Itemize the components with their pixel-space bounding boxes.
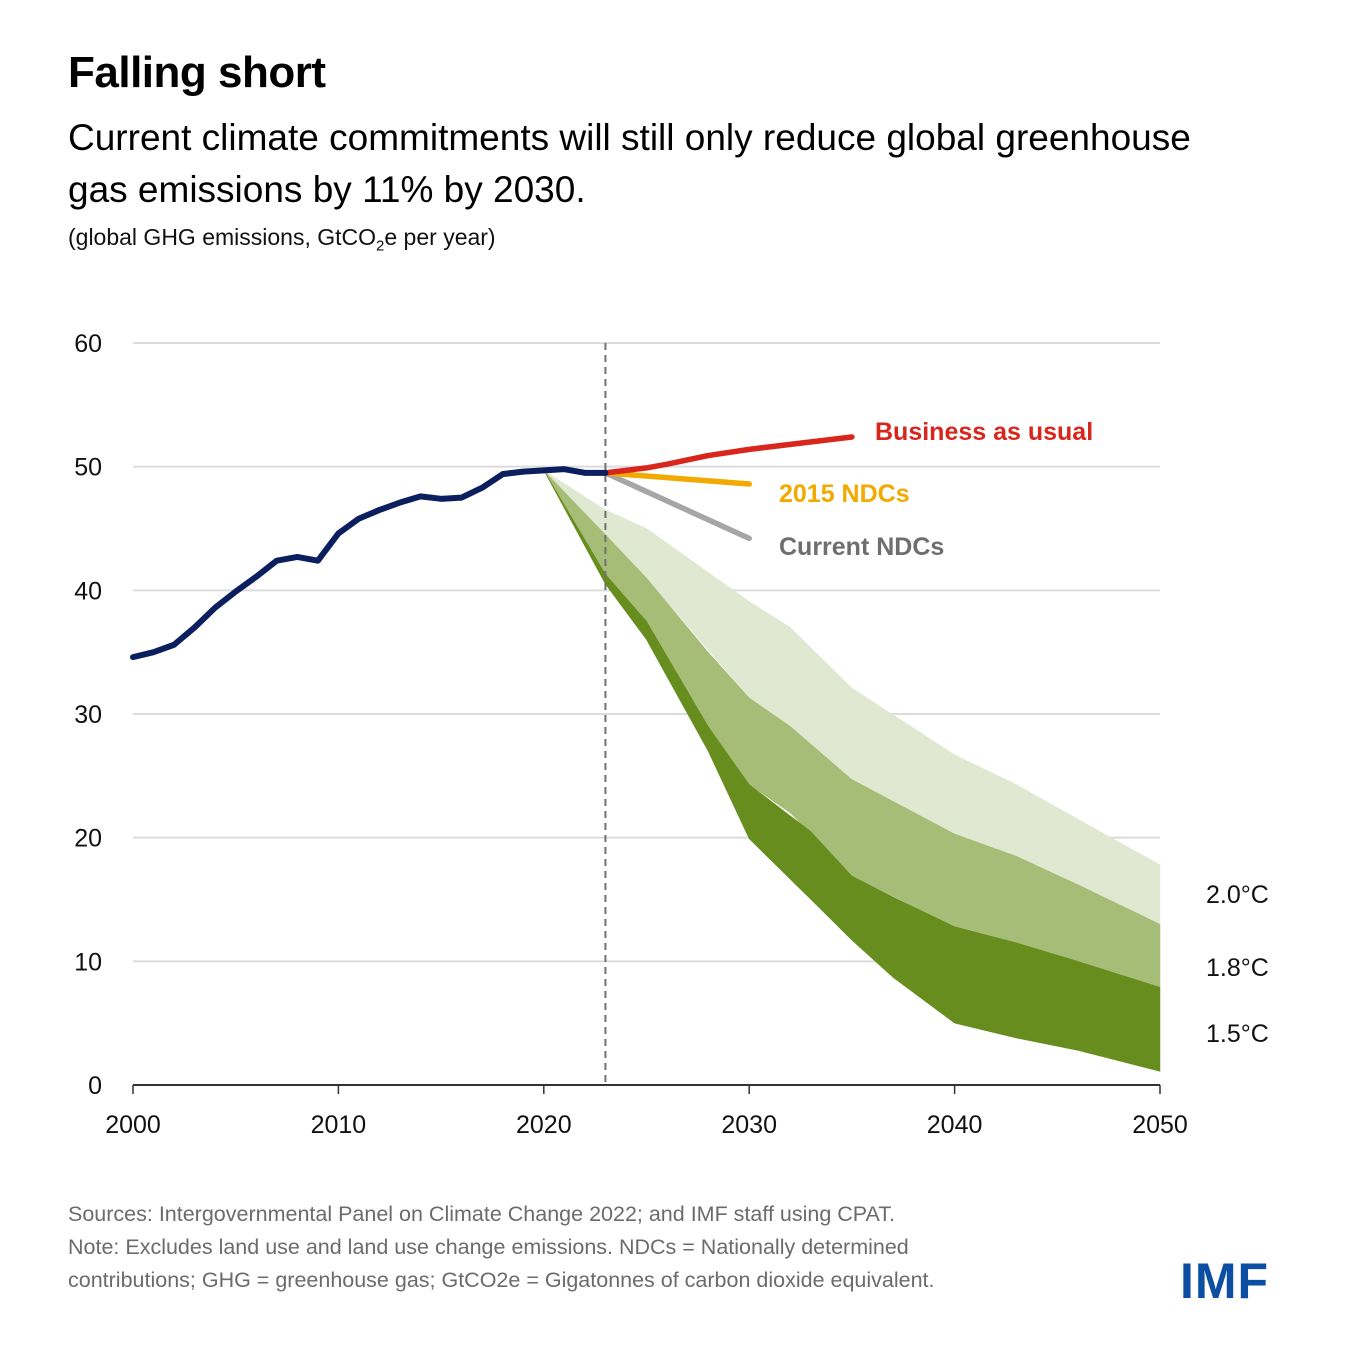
units-prefix: (global GHG emissions, GtCO bbox=[68, 224, 377, 250]
x-tick-label: 2040 bbox=[927, 1111, 983, 1139]
y-tick-label: 20 bbox=[74, 825, 102, 853]
x-tick-label: 2030 bbox=[721, 1111, 777, 1139]
label-band-2-0c: 2.0°C bbox=[1206, 881, 1269, 909]
y-tick-label: 0 bbox=[88, 1072, 102, 1100]
series-line-current-ndcs bbox=[602, 470, 752, 542]
units-suffix: e per year) bbox=[384, 224, 496, 250]
label-band-1-8c: 1.8°C bbox=[1206, 954, 1269, 982]
x-tick-labels: 2000 2010 2020 2030 2040 2050 bbox=[105, 1111, 1188, 1139]
note-text-line1: Note: Excludes land use and land use cha… bbox=[68, 1235, 909, 1259]
units-subscript: 2 bbox=[376, 237, 385, 255]
y-tick-label: 40 bbox=[74, 577, 102, 605]
y-tick-label: 60 bbox=[74, 330, 102, 358]
sources-text: Sources: Intergovernmental Panel on Clim… bbox=[68, 1202, 896, 1226]
footer-notes: Sources: Intergovernmental Panel on Clim… bbox=[68, 1198, 935, 1297]
x-tick-label: 2020 bbox=[516, 1111, 572, 1139]
label-current-ndcs: Current NDCs bbox=[779, 533, 944, 561]
y-tick-labels: 0 10 20 30 40 50 60 bbox=[74, 330, 102, 1100]
x-tick-label: 2000 bbox=[105, 1111, 161, 1139]
chart-title: Falling short bbox=[68, 48, 326, 97]
units-label: (global GHG emissions, GtCO2e per year) bbox=[68, 224, 496, 255]
x-tick-label: 2050 bbox=[1132, 1111, 1188, 1139]
label-business-as-usual: Business as usual bbox=[875, 418, 1093, 446]
x-tick-label: 2010 bbox=[311, 1111, 367, 1139]
imf-logo: IMF bbox=[1180, 1253, 1270, 1309]
band-15c bbox=[543, 470, 1161, 1072]
label-2015-ndcs: 2015 NDCs bbox=[779, 480, 910, 508]
series-labels: Business as usual 2015 NDCs Current NDCs… bbox=[779, 418, 1269, 1048]
x-axis bbox=[132, 1084, 1161, 1094]
temperature-bands bbox=[543, 470, 1161, 1072]
series-line-business-as-usual bbox=[602, 434, 855, 476]
series-line-historical bbox=[130, 466, 609, 661]
y-tick-label: 30 bbox=[74, 701, 102, 729]
label-band-1-5c: 1.5°C bbox=[1206, 1020, 1269, 1048]
y-tick-label: 10 bbox=[74, 948, 102, 976]
chart-subtitle: Current climate commitments will still o… bbox=[68, 117, 1191, 210]
y-tick-label: 50 bbox=[74, 454, 102, 482]
series-line-2015-ndcs bbox=[602, 470, 752, 487]
note-text-line2: contributions; GHG = greenhouse gas; GtC… bbox=[68, 1268, 935, 1292]
series-lines bbox=[130, 434, 855, 661]
